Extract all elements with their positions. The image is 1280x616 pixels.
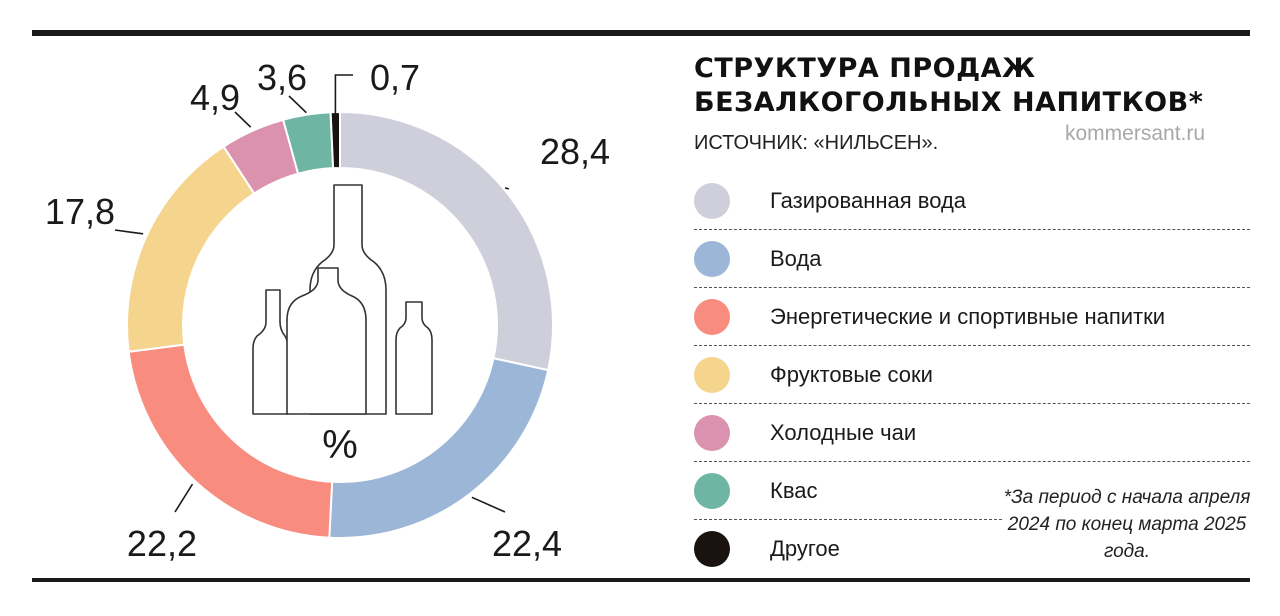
- donut-slice-7: [329, 110, 341, 170]
- value-labels: 28,4 22,4 22,2 17,8 4,9 3,6 0,7: [45, 57, 610, 564]
- leader-line-7: [334, 74, 353, 117]
- legend-swatch-1: [694, 183, 730, 219]
- legend-item-7: Другое: [694, 520, 1250, 578]
- source-note: ИСТОЧНИК: «НИЛЬСЕН».: [694, 132, 939, 154]
- legend-label-3: Энергетические и спортивные напитки: [770, 304, 1166, 329]
- legend-item-6: Квас: [694, 462, 1250, 520]
- legend-label-5: Холодные чаи: [770, 420, 917, 445]
- legend-label-1: Газированная вода: [770, 188, 967, 213]
- legend-item-5: Холодные чаи: [694, 404, 1250, 462]
- legend-separator: [694, 287, 1250, 288]
- legend-swatch-2: [694, 241, 730, 277]
- leader-line-2: [471, 496, 506, 513]
- legend-swatch-3: [694, 299, 730, 335]
- leader-line-5: [234, 111, 252, 128]
- donut-slices: [126, 110, 554, 539]
- legend-item-2: Вода: [694, 230, 1250, 288]
- leader-line-1: [504, 187, 510, 190]
- legend-separator: [694, 461, 1250, 462]
- value-label-6: 3,6: [257, 57, 307, 98]
- leader-line-3: [174, 483, 194, 513]
- legend-swatch-4: [694, 357, 730, 393]
- value-label-7: 0,7: [370, 57, 420, 98]
- legend-separator: [694, 403, 1250, 404]
- legend-item-3: Энергетические и спортивные напитки: [694, 288, 1250, 346]
- legend-label-4: Фруктовые соки: [770, 362, 933, 387]
- legend-separator: [694, 229, 1250, 230]
- center-percent-label: %: [322, 423, 358, 467]
- bottles-icon: [252, 184, 433, 415]
- donut-slice-1: [339, 110, 554, 372]
- legend-label-7: Другое: [770, 536, 840, 561]
- leader-line-4: [114, 229, 144, 235]
- legend-label-2: Вода: [770, 246, 822, 271]
- value-label-3: 22,2: [127, 523, 197, 564]
- legend-separator: [694, 519, 1002, 520]
- value-label-4: 17,8: [45, 191, 115, 232]
- footnote: *За период с начала апреля 2024 по конец…: [1003, 487, 1251, 562]
- leader-lines: [114, 74, 510, 513]
- donut-slice-4: [126, 145, 256, 353]
- watermark: kommersant.ru: [1065, 122, 1206, 145]
- legend-label-6: Квас: [770, 478, 818, 503]
- legend-separator: [694, 345, 1250, 346]
- chart-title: СТРУКТУРА ПРОДАЖ БЕЗАЛКОГОЛЬНЫХ НАПИТКОВ…: [694, 53, 1204, 118]
- leader-line-6: [288, 95, 307, 114]
- value-label-2: 22,4: [492, 523, 562, 564]
- legend-swatch-6: [694, 473, 730, 509]
- donut-chart: 28,4 22,4 22,2 17,8 4,9 3,6 0,7 %: [45, 57, 610, 564]
- legend-item-4: Фруктовые соки: [694, 346, 1250, 404]
- top-rule: [32, 30, 1250, 36]
- legend-swatch-5: [694, 415, 730, 451]
- legend-swatch-7: [694, 531, 730, 567]
- legend-item-1: Газированная вода: [694, 172, 1250, 230]
- value-label-1: 28,4: [540, 131, 610, 172]
- legend: Газированная вода Вода Энергетические и сп…: [694, 172, 1250, 578]
- bottom-rule: [32, 578, 1250, 582]
- value-label-5: 4,9: [190, 77, 240, 118]
